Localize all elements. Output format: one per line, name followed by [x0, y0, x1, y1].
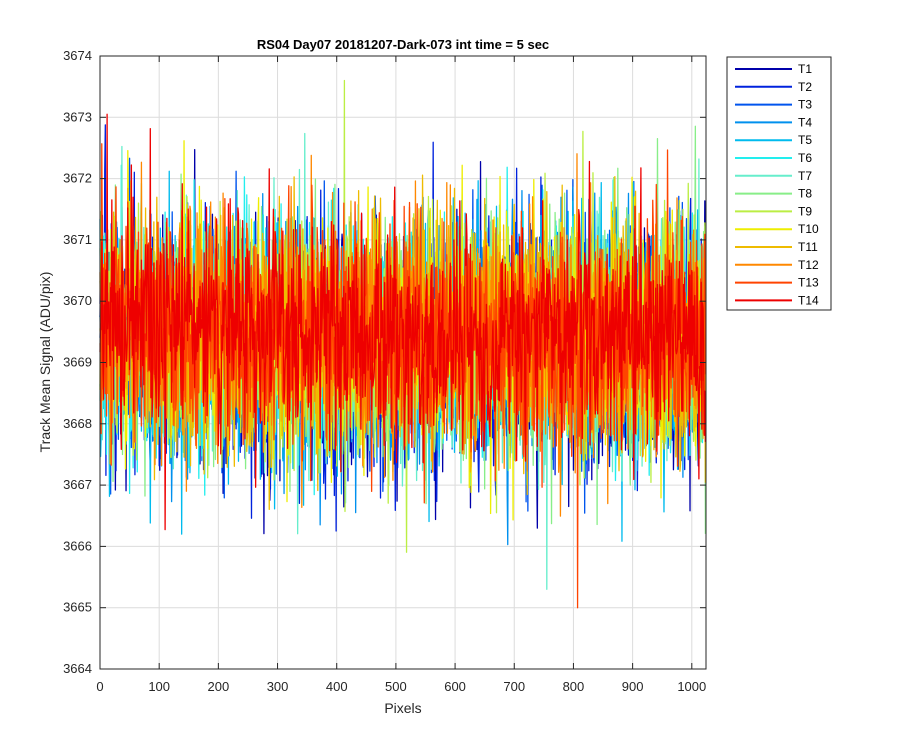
legend-label-t4: T4 [798, 115, 812, 129]
x-tick-label: 900 [622, 679, 644, 694]
y-tick-label: 3664 [63, 661, 92, 676]
legend-label-t7: T7 [798, 169, 812, 183]
x-axis-label: Pixels [384, 700, 421, 716]
y-axis-label: Track Mean Signal (ADU/pix) [37, 272, 53, 453]
x-tick-label: 200 [208, 679, 230, 694]
x-tick-label: 600 [444, 679, 466, 694]
legend-box [726, 56, 832, 311]
legend-label-t12: T12 [798, 258, 819, 272]
x-tick-label: 700 [503, 679, 525, 694]
x-tick-label: 300 [267, 679, 289, 694]
tick-labels: 0 100 200 300 400 500 600 700 800 900 1000 3664 3665… [63, 48, 706, 694]
chart-title: RS04 Day07 20181207-Dark-073 int time = … [257, 37, 549, 52]
x-tick-label: 0 [96, 679, 103, 694]
y-tick-label: 3667 [63, 477, 92, 492]
legend-label-t6: T6 [798, 151, 812, 165]
legend-label-t2: T2 [798, 80, 812, 94]
tick-marks [99, 55, 706, 670]
legend-label-t14: T14 [798, 293, 819, 307]
legend-label-t8: T8 [798, 187, 812, 201]
y-tick-label: 3665 [63, 600, 92, 615]
legend-label-t5: T5 [798, 133, 812, 147]
y-tick-label: 3670 [63, 293, 92, 308]
legend-label-t13: T13 [798, 276, 819, 290]
legend: T1 T2 T3 T4 T5 T6 T7 T8 T9 T10 T11 T12 T13 T14 [726, 56, 832, 311]
y-tick-label: 3668 [63, 416, 92, 431]
y-tick-label: 3666 [63, 538, 92, 553]
x-tick-label: 500 [385, 679, 407, 694]
series-layer [99, 79, 707, 609]
series-line-t14 [99, 113, 707, 531]
x-tick-label: 400 [326, 679, 348, 694]
y-tick-label: 3671 [63, 232, 92, 247]
legend-label-t1: T1 [798, 62, 812, 76]
y-tick-label: 3669 [63, 355, 92, 370]
x-tick-label: 100 [148, 679, 170, 694]
y-tick-label: 3673 [63, 109, 92, 124]
legend-label-t11: T11 [798, 240, 818, 254]
legend-label-t10: T10 [798, 222, 819, 236]
y-tick-label: 3674 [63, 48, 92, 63]
x-tick-label: 1000 [677, 679, 706, 694]
y-tick-label: 3672 [63, 171, 92, 186]
x-tick-label: 800 [563, 679, 585, 694]
legend-label-t3: T3 [798, 98, 812, 112]
legend-label-t9: T9 [798, 204, 812, 218]
